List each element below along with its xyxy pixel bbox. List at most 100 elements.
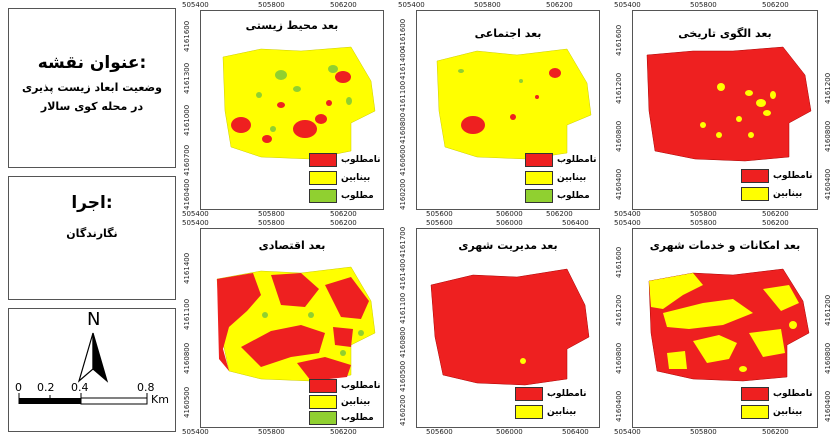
region-intermediate — [700, 122, 706, 128]
legend-intermediate: بینابین — [309, 395, 370, 409]
legend-swatch — [525, 171, 553, 185]
region-favorable — [458, 69, 464, 73]
map-panel-urban-management: 505600 506000 506400 505600 506000 50640… — [396, 218, 608, 437]
bottom-coord: 506200 — [762, 428, 789, 436]
legend-favorable: مطلوب — [525, 189, 590, 203]
scale-unit: Km — [151, 393, 169, 406]
top-coord: 505400 — [614, 1, 641, 9]
legend-swatch — [525, 153, 553, 167]
map-panel-urban-services: 505400 505800 506200 505400 505800 50620… — [612, 218, 834, 437]
legend-favorable: مطلوب — [309, 189, 374, 203]
map-panel-economic: 505400 505800 506200 505400 505800 50620… — [180, 218, 392, 437]
map-area — [430, 268, 590, 386]
map-title: بعد الگوی تاریخی — [678, 27, 772, 40]
left-coord: 4161200 — [615, 294, 623, 326]
map-title-line2: در محله کوی سالار — [40, 100, 144, 113]
map-area — [216, 266, 376, 382]
map-title-panel: عنوان نقشه: وضعیت ابعاد زیست پذیری در مح… — [8, 8, 176, 168]
left-coord: 4161300 — [183, 62, 191, 94]
left-coord: 4161000 — [183, 104, 191, 136]
top-coord: 505800 — [690, 219, 717, 227]
left-coord: 4161100 — [183, 298, 191, 330]
north-arrow-panel: N 0 0.2 0.4 0.8 Km — [8, 308, 176, 432]
top-coord: 506200 — [762, 219, 789, 227]
region-intermediate — [739, 366, 747, 372]
right-coord: 4161200 — [824, 294, 832, 326]
region-intermediate — [749, 329, 785, 357]
bottom-coord: 505800 — [258, 428, 285, 436]
scale-tick-3: 0.8 — [137, 381, 155, 394]
legend-label: بینابین — [557, 173, 587, 183]
legend-intermediate: بینابین — [309, 171, 370, 185]
left-coord: 4160400 — [183, 178, 191, 210]
region-intermediate — [436, 48, 592, 160]
bottom-coord: 506200 — [762, 210, 789, 218]
map-frame: بعد امکانات و خدمات شهری نامطلوب بینابین — [632, 228, 818, 428]
legend-swatch — [309, 379, 337, 393]
scale-tick-0: 0 — [15, 381, 22, 394]
left-coord: 4160800 — [615, 342, 623, 374]
region-unfavorable — [333, 327, 353, 347]
legend-label: نامطلوب — [557, 155, 597, 165]
region-unfavorable — [510, 114, 516, 120]
legend-label: بینابین — [773, 407, 803, 417]
legend-label: مطلوب — [341, 413, 374, 423]
legend-unfavorable: نامطلوب — [741, 169, 812, 183]
region-intermediate — [789, 321, 797, 329]
top-coord: 506200 — [330, 219, 357, 227]
left-coord: 4160400 — [615, 390, 623, 422]
legend-intermediate: بینابین — [515, 405, 576, 419]
right-coord: 4160800 — [824, 120, 832, 152]
region-intermediate — [520, 358, 526, 364]
legend-intermediate: بینابین — [741, 187, 802, 201]
bottom-coord: 506000 — [496, 210, 523, 218]
left-coord: 4161400 — [399, 258, 407, 290]
region-favorable — [293, 86, 301, 92]
legend-unfavorable: نامطلوب — [309, 153, 380, 167]
left-coord: 4161400 — [183, 252, 191, 284]
top-coord: 505800 — [474, 1, 501, 9]
left-coord: 4161200 — [615, 72, 623, 104]
top-coord: 506400 — [562, 219, 589, 227]
legend-label: نامطلوب — [341, 155, 381, 165]
region-unfavorable — [271, 273, 319, 307]
region-intermediate — [756, 99, 766, 107]
region-unfavorable — [430, 268, 590, 386]
top-coord: 505400 — [182, 219, 209, 227]
map-frame: بعد مدیریت شهری نامطلوب بینابین — [416, 228, 600, 428]
executor-heading: اجرا: — [71, 193, 113, 213]
top-coord: 506200 — [762, 1, 789, 9]
region-unfavorable — [325, 277, 369, 319]
region-favorable — [346, 97, 352, 105]
map-panel-social: 505400 505800 506200 505600 506000 50620… — [396, 0, 608, 218]
legend-unfavorable: نامطلوب — [525, 153, 596, 167]
legend-swatch — [309, 411, 337, 425]
bottom-coord: 505800 — [690, 210, 717, 218]
legend-label: مطلوب — [341, 191, 374, 201]
region-intermediate — [667, 351, 687, 369]
region-intermediate — [716, 132, 722, 138]
region-intermediate — [745, 90, 753, 96]
top-coord: 505600 — [426, 219, 453, 227]
region-intermediate — [770, 91, 776, 99]
legend-swatch — [741, 405, 769, 419]
left-coord: 4161600 — [183, 20, 191, 52]
legend-swatch — [309, 171, 337, 185]
north-arrow-icon — [77, 332, 109, 383]
top-coord: 506000 — [496, 219, 523, 227]
legend-label: بینابین — [773, 189, 803, 199]
region-intermediate — [763, 110, 771, 116]
top-coord: 505400 — [398, 1, 425, 9]
map-title: بعد اقتصادی — [258, 239, 326, 252]
region-unfavorable — [241, 325, 325, 367]
left-coord: 4160800 — [399, 112, 407, 144]
map-frame: بعد اجتماعی نامطلوب بینابین مطلوب — [416, 10, 600, 210]
region-intermediate — [748, 132, 754, 138]
right-coord: 4161200 — [824, 72, 832, 104]
legend-unfavorable: نامطلوب — [741, 387, 812, 401]
legend-unfavorable: نامطلوب — [515, 387, 586, 401]
top-coord: 506200 — [546, 1, 573, 9]
region-unfavorable — [293, 120, 317, 138]
legend-label: بینابین — [547, 407, 577, 417]
left-coord: 4160800 — [183, 342, 191, 374]
